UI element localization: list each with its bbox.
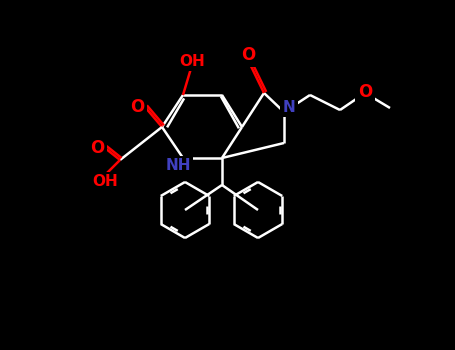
Text: N: N [283,99,295,114]
Text: NH: NH [165,159,191,174]
Text: OH: OH [92,175,118,189]
Text: O: O [241,46,255,64]
Text: O: O [90,139,104,157]
Text: O: O [130,98,144,116]
Text: OH: OH [179,54,205,69]
Text: O: O [358,83,372,101]
